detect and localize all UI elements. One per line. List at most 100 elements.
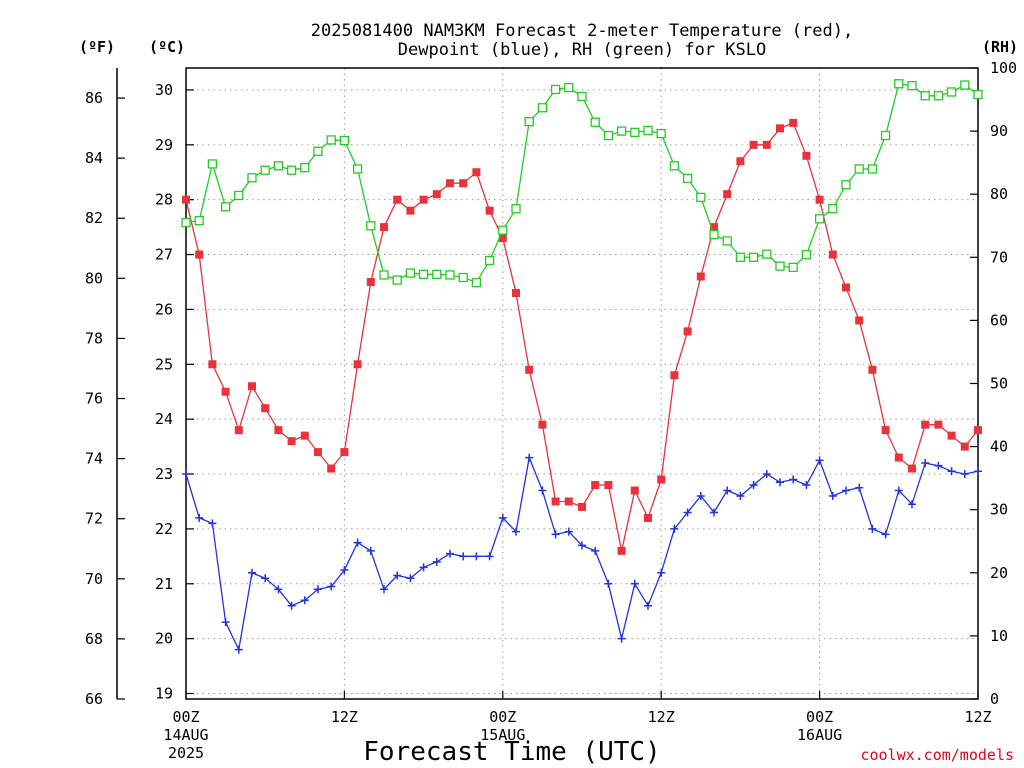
celsius-tick-label: 28: [155, 191, 173, 209]
data-point: [604, 579, 613, 588]
data-point: [207, 159, 218, 169]
data-point: [498, 234, 507, 243]
data-point: [934, 461, 943, 470]
data-point: [195, 250, 204, 259]
series-2-meter-temperature: [182, 118, 982, 555]
data-point: [710, 508, 718, 517]
data-point: [789, 475, 798, 484]
fahrenheit-tick-label: 86: [85, 89, 103, 107]
data-point: [498, 513, 507, 522]
celsius-tick-label: 23: [155, 465, 173, 483]
fahrenheit-tick-label: 76: [85, 390, 103, 408]
data-point: [802, 481, 811, 490]
data-point: [472, 168, 481, 177]
rh-tick-label: 30: [990, 501, 1008, 519]
data-point: [815, 456, 824, 465]
celsius-tick-label: 30: [155, 81, 173, 99]
data-point: [974, 467, 982, 476]
data-point: [248, 382, 256, 391]
data-point: [683, 327, 692, 336]
data-point: [393, 195, 402, 204]
data-point: [855, 483, 864, 492]
data-point: [445, 270, 455, 280]
data-point: [393, 571, 402, 580]
data-point: [696, 272, 705, 281]
rh-tick-label: 40: [990, 438, 1008, 456]
fahrenheit-tick-label: 72: [85, 510, 103, 528]
data-point: [842, 486, 850, 495]
data-point: [722, 236, 732, 246]
data-point: [182, 195, 190, 204]
data-point: [617, 634, 626, 643]
data-point: [776, 124, 784, 133]
data-point: [710, 223, 718, 232]
data-point: [524, 116, 534, 127]
time-tick-label: 14AUG: [163, 726, 208, 744]
data-point: [709, 229, 719, 240]
fahrenheit-tick-label: 80: [85, 269, 103, 287]
data-point: [749, 140, 758, 149]
data-point: [261, 574, 270, 583]
data-point: [644, 601, 652, 610]
data-point: [538, 420, 547, 429]
data-point: [405, 268, 416, 278]
data-point: [512, 527, 520, 536]
data-point: [234, 190, 244, 201]
data-point: [880, 130, 891, 141]
data-point: [406, 574, 415, 583]
chart-title-line-1: 2025081400 NAM3KM Forecast 2-meter Tempe…: [311, 21, 853, 41]
data-point: [194, 216, 204, 226]
data-point: [723, 486, 732, 495]
data-point: [657, 568, 666, 577]
data-point: [854, 164, 864, 174]
data-point: [868, 365, 877, 374]
data-point: [868, 524, 877, 533]
rh-tick-label: 70: [990, 248, 1008, 266]
data-point: [894, 453, 903, 462]
data-point: [472, 552, 481, 561]
data-point: [418, 269, 429, 279]
fahrenheit-tick-label: 74: [85, 450, 103, 468]
celsius-tick-label: 21: [155, 575, 173, 593]
celsius-tick-label: 27: [155, 246, 173, 264]
data-point: [353, 538, 362, 547]
data-point: [656, 128, 666, 139]
data-point: [644, 513, 652, 522]
rh-tick-label: 100: [990, 59, 1017, 77]
data-point: [419, 563, 428, 572]
data-point: [432, 190, 441, 199]
data-point: [960, 442, 969, 451]
data-point: [630, 579, 639, 588]
data-point: [564, 527, 573, 536]
data-point: [379, 270, 389, 280]
data-point: [630, 127, 640, 138]
data-point: [498, 225, 508, 235]
data-point: [578, 502, 586, 511]
credit-text: coolwx.com/models: [860, 746, 1014, 764]
fahrenheit-tick-label: 78: [85, 329, 103, 347]
data-point: [723, 190, 732, 199]
data-point: [947, 467, 956, 476]
data-point: [446, 179, 454, 188]
data-point: [406, 206, 415, 215]
data-point: [300, 163, 310, 173]
data-point: [801, 250, 812, 260]
data-point: [366, 277, 375, 286]
plot-frame: [185, 67, 979, 700]
data-point: [591, 481, 600, 490]
data-point: [564, 497, 573, 506]
celsius-tick-label: 25: [155, 355, 173, 373]
data-point: [485, 206, 494, 215]
data-point: [220, 202, 231, 212]
celsius-tick-label: 26: [155, 300, 173, 318]
data-point: [696, 491, 705, 500]
data-point: [973, 89, 983, 100]
data-point: [814, 214, 825, 224]
data-point: [353, 360, 362, 369]
data-point: [670, 524, 679, 533]
data-point: [776, 478, 784, 487]
data-point: [894, 79, 904, 89]
data-point: [828, 250, 837, 259]
data-point: [762, 249, 772, 259]
